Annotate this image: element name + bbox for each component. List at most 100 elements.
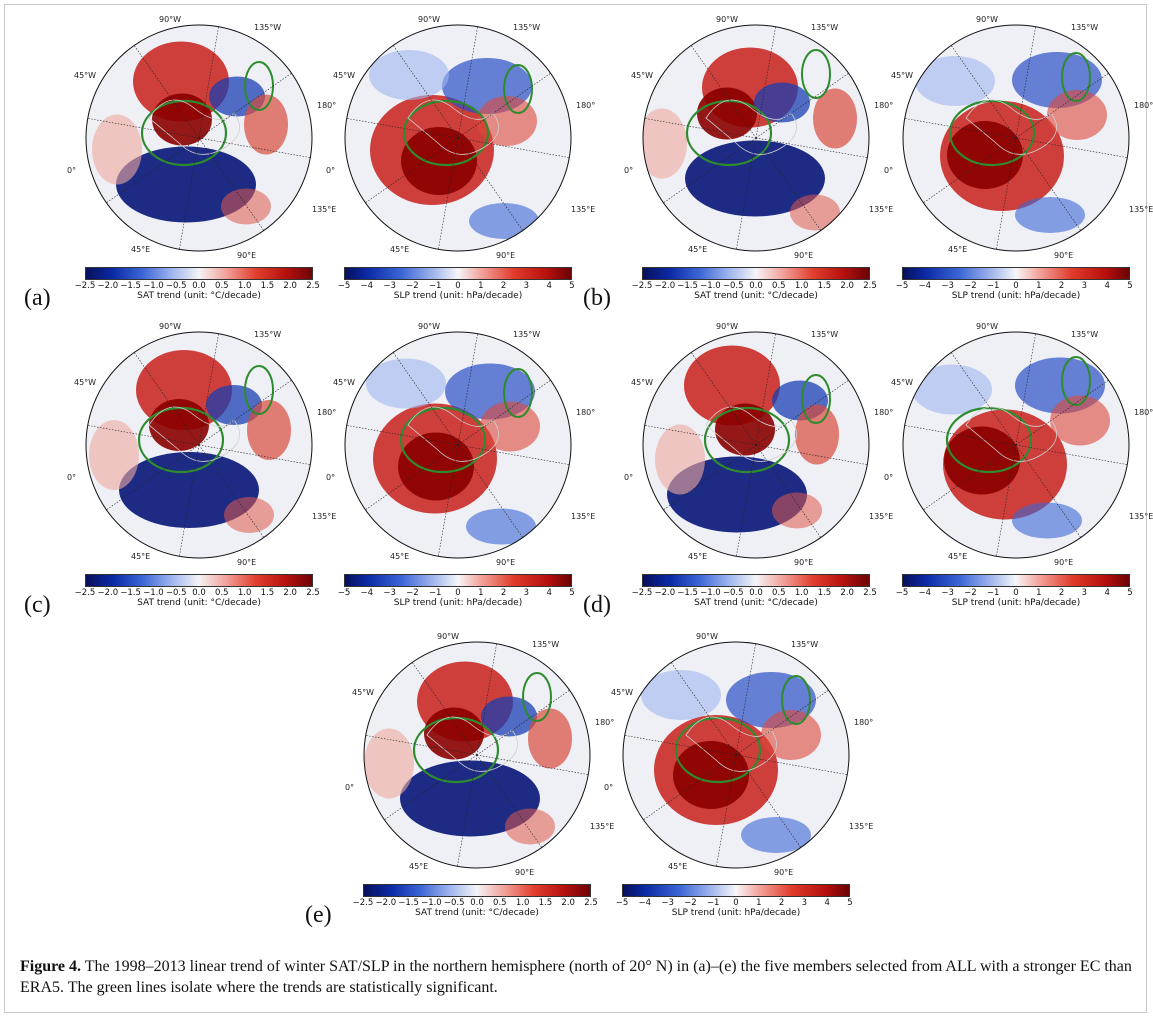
longitude-label-e180: 180° bbox=[854, 718, 874, 727]
meridian-line bbox=[457, 26, 478, 139]
significance-contour bbox=[801, 374, 831, 424]
longitude-label-w45: 45°W bbox=[333, 71, 356, 80]
meridian-line bbox=[644, 425, 757, 446]
colorbar-tick: 5 bbox=[569, 588, 575, 598]
longitude-label-e90: 90°E bbox=[794, 558, 814, 567]
colorbar-tick: 5 bbox=[1127, 281, 1133, 291]
colorbar-tick: 0.5 bbox=[215, 281, 229, 291]
meridian-line bbox=[457, 754, 478, 867]
colorbar-tick: 0 bbox=[455, 588, 461, 598]
meridian-line bbox=[1015, 137, 1082, 231]
longitude-label-e180: 180° bbox=[1134, 101, 1153, 110]
colorbar-tick: 3 bbox=[523, 588, 530, 598]
trend-region bbox=[119, 452, 259, 528]
colorbar-tick: 3 bbox=[1081, 281, 1088, 291]
figure-caption: Figure 4. The 1998–2013 linear trend of … bbox=[20, 956, 1135, 998]
meridian-line bbox=[384, 754, 478, 821]
meridian-line bbox=[198, 137, 265, 231]
longitude-label-e45: 45°E bbox=[668, 862, 688, 871]
trend-region bbox=[1015, 197, 1085, 233]
map-boundary bbox=[642, 24, 870, 252]
colorbar-tick: 0 bbox=[455, 281, 461, 291]
longitude-label-w45: 45°W bbox=[611, 688, 634, 697]
coastline bbox=[965, 99, 1058, 155]
trend-region bbox=[772, 492, 822, 529]
meridian-line bbox=[904, 425, 1017, 446]
meridian-line bbox=[457, 444, 524, 538]
map-boundary bbox=[363, 641, 591, 869]
slp-colorbar bbox=[622, 884, 850, 897]
longitude-label-e135: 135°E bbox=[571, 512, 596, 521]
colorbar-tick: −1 bbox=[706, 898, 720, 908]
colorbar-tick: −0.5 bbox=[722, 281, 744, 291]
colorbar-tick: −2 bbox=[684, 898, 697, 908]
trend-region bbox=[477, 96, 537, 146]
sat-colorbar-label: SAT trend (unit: °C/decade) bbox=[137, 291, 261, 301]
meridian-line bbox=[663, 137, 757, 204]
trend-region bbox=[915, 56, 995, 106]
colorbar-tick: −2 bbox=[406, 281, 419, 291]
longitude-label-zero: 0° bbox=[67, 166, 77, 175]
colorbar-tick: 0.5 bbox=[215, 588, 229, 598]
slp-colorbar-label: SLP trend (unit: hPa/decade) bbox=[393, 598, 523, 608]
trend-region bbox=[944, 426, 1020, 495]
meridian-line bbox=[735, 689, 829, 756]
panel-d-sat: 90°W 135°W 45°W 180° 0° 135°E 45°E 90°E −2.5 −2.0… bbox=[624, 315, 902, 608]
colorbar-tick: 0.0 bbox=[749, 281, 763, 291]
meridian-line bbox=[996, 137, 1017, 250]
meridian-line bbox=[457, 137, 524, 231]
colorbar-tick: 1.0 bbox=[794, 588, 809, 598]
longitude-label-e180: 180° bbox=[595, 718, 615, 727]
longitude-label-e135: 135°E bbox=[849, 822, 874, 831]
row-label-e: (e) bbox=[305, 902, 332, 928]
colorbar-tick: −1 bbox=[428, 281, 442, 291]
trend-region bbox=[149, 399, 209, 451]
longitude-label-zero: 0° bbox=[884, 473, 894, 482]
coastline bbox=[965, 406, 1058, 462]
map-boundary bbox=[344, 24, 572, 252]
polar-map-c-sat bbox=[85, 331, 313, 559]
colorbar-tick: −5 bbox=[615, 898, 629, 908]
meridian-line bbox=[457, 72, 551, 139]
colorbar-tick: 5 bbox=[569, 281, 575, 291]
significance-contour bbox=[503, 64, 533, 114]
colorbar-tick: 1 bbox=[756, 898, 762, 908]
colorbar-tick: 2.0 bbox=[840, 281, 854, 291]
colorbar-tick: −5 bbox=[895, 281, 909, 291]
meridian-line bbox=[736, 137, 757, 250]
meridian-line bbox=[365, 735, 478, 756]
coastline bbox=[705, 99, 798, 155]
meridian-line bbox=[735, 754, 802, 848]
colorbar-tick: −0.5 bbox=[722, 588, 744, 598]
colorbar-tick: 5 bbox=[847, 898, 853, 908]
trend-region bbox=[400, 760, 540, 837]
caption-text: The 1998–2013 linear trend of winter SAT… bbox=[20, 958, 1132, 996]
longitude-label-w135: 135°W bbox=[254, 330, 282, 339]
colorbar-tick: 3 bbox=[801, 898, 808, 908]
sat-colorbar-label: SAT trend (unit: °C/decade) bbox=[694, 598, 818, 608]
colorbar-tick: −1.0 bbox=[700, 281, 721, 291]
significance-contour bbox=[945, 406, 1033, 474]
longitude-label-e135: 135°E bbox=[1129, 205, 1153, 214]
longitude-label-w135: 135°W bbox=[254, 23, 282, 32]
sat-colorbar bbox=[642, 267, 870, 280]
colorbar-tick: 2 bbox=[1058, 281, 1065, 291]
trend-region bbox=[401, 127, 477, 195]
polar-map-e-sat bbox=[363, 641, 591, 869]
colorbar-tick: −3 bbox=[383, 588, 396, 598]
longitude-label-w90: 90°W bbox=[159, 15, 182, 24]
colorbar-tick: 1.5 bbox=[538, 898, 553, 908]
polar-map-e-slp bbox=[622, 641, 850, 869]
slp-colorbar-label: SLP trend (unit: hPa/decade) bbox=[393, 291, 523, 301]
colorbar-tick: −2 bbox=[964, 281, 977, 291]
meridian-line bbox=[198, 444, 311, 465]
longitude-label-e90: 90°E bbox=[1054, 558, 1074, 567]
coastline bbox=[148, 99, 241, 155]
colorbar-tick: −2.5 bbox=[631, 281, 653, 291]
longitude-label-w135: 135°W bbox=[532, 640, 560, 649]
colorbar-tick: −0.5 bbox=[165, 281, 187, 291]
colorbar-tick: −2.0 bbox=[375, 898, 397, 908]
meridian-line bbox=[476, 754, 543, 848]
longitude-label-zero: 0° bbox=[624, 473, 634, 482]
